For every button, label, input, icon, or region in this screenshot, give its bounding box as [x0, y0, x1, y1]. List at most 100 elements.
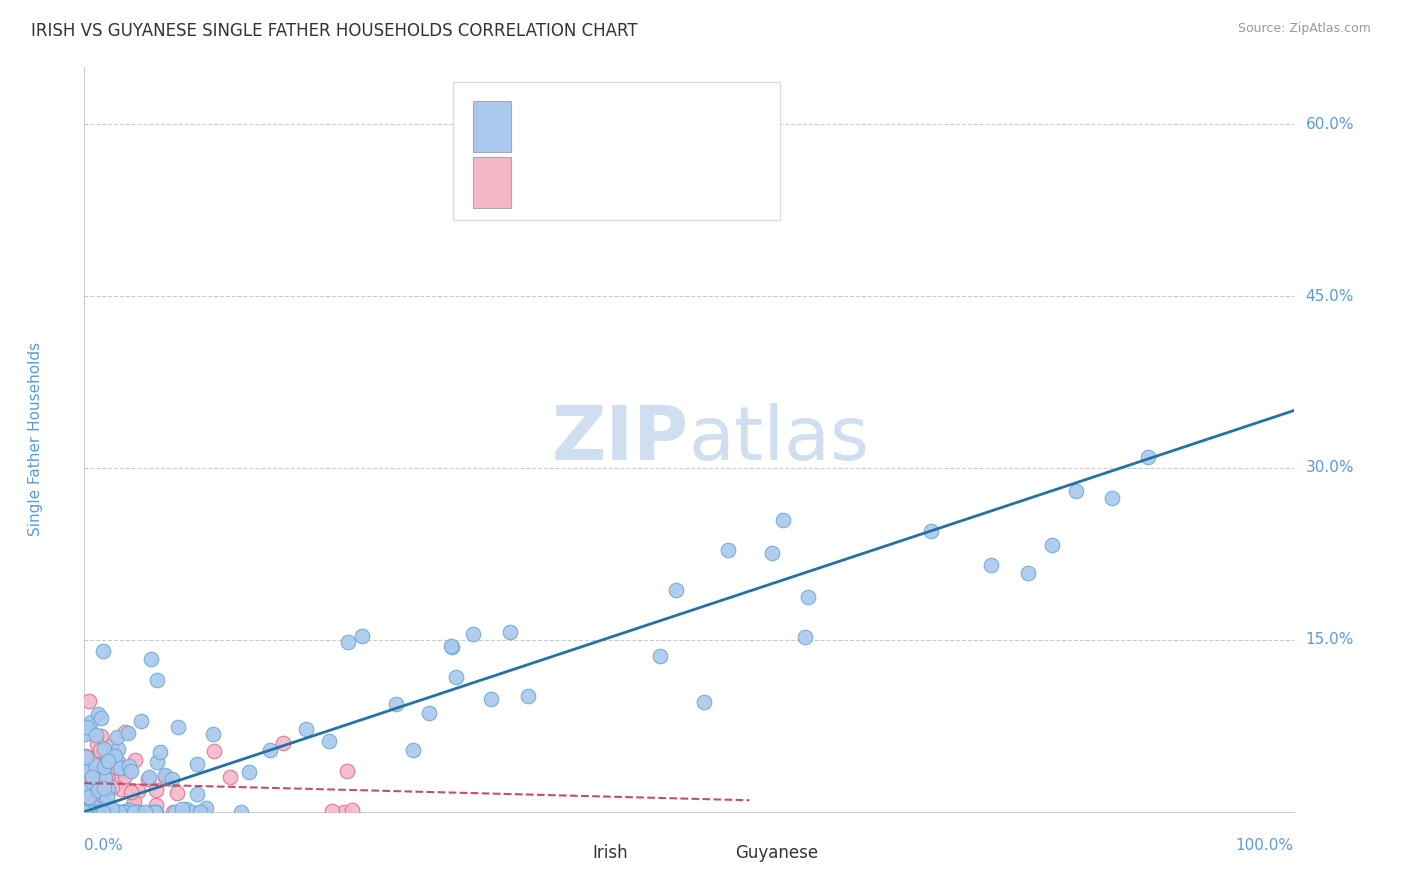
- Point: [93, 805, 115, 819]
- Point: [717, 543, 740, 558]
- Point: [111, 805, 134, 819]
- Point: [79, 805, 101, 819]
- Point: [101, 747, 124, 761]
- Point: [146, 755, 169, 769]
- Point: [86, 779, 108, 793]
- Point: [96, 797, 118, 812]
- Point: [75, 805, 97, 819]
- Point: [83, 799, 105, 814]
- Point: [1040, 538, 1063, 552]
- Point: [87, 805, 110, 819]
- Point: [90, 805, 112, 819]
- Point: [131, 714, 153, 728]
- Point: [93, 805, 115, 819]
- Point: [94, 805, 117, 819]
- Point: [89, 805, 111, 819]
- Point: [76, 720, 98, 734]
- Text: 0.0%: 0.0%: [84, 838, 124, 853]
- Point: [84, 727, 107, 741]
- Text: Guyanese: Guyanese: [735, 844, 818, 862]
- Point: [120, 805, 142, 819]
- Point: [167, 720, 190, 734]
- Point: [75, 805, 97, 819]
- Point: [77, 789, 100, 804]
- Point: [87, 758, 110, 772]
- Point: [76, 793, 98, 807]
- Point: [94, 771, 117, 785]
- Point: [149, 745, 172, 759]
- Point: [146, 673, 169, 688]
- Point: [114, 725, 136, 739]
- Point: [87, 805, 110, 819]
- Text: -0.190: -0.190: [572, 173, 631, 192]
- Point: [84, 801, 107, 815]
- Text: ZIP: ZIP: [551, 403, 689, 475]
- Point: [107, 805, 129, 819]
- Point: [75, 727, 97, 741]
- Point: [75, 805, 97, 819]
- Point: [86, 707, 108, 722]
- Point: [155, 770, 177, 784]
- FancyBboxPatch shape: [693, 838, 724, 869]
- Point: [114, 805, 136, 819]
- Point: [76, 764, 98, 778]
- Point: [75, 755, 97, 769]
- Text: 60.0%: 60.0%: [1306, 117, 1354, 132]
- Point: [75, 805, 97, 819]
- Point: [77, 694, 100, 708]
- Text: 77: 77: [686, 173, 710, 192]
- Point: [337, 635, 360, 649]
- Point: [93, 796, 115, 810]
- Point: [75, 803, 97, 817]
- Point: [114, 769, 136, 783]
- Point: [127, 784, 149, 798]
- FancyBboxPatch shape: [555, 838, 588, 869]
- Point: [202, 727, 225, 741]
- Text: N =: N =: [638, 173, 675, 192]
- Point: [124, 753, 146, 767]
- Point: [121, 798, 143, 813]
- Point: [342, 803, 364, 817]
- Point: [141, 805, 163, 819]
- Point: [80, 774, 103, 789]
- Point: [107, 755, 129, 769]
- Point: [1064, 483, 1087, 498]
- Text: atlas: atlas: [689, 403, 870, 475]
- Point: [440, 639, 463, 653]
- Text: R =: R =: [520, 118, 557, 136]
- Point: [143, 805, 166, 819]
- Point: [75, 762, 97, 776]
- Point: [80, 780, 103, 795]
- Point: [120, 785, 142, 799]
- Point: [90, 805, 112, 819]
- Point: [105, 805, 128, 819]
- Point: [86, 779, 108, 793]
- Text: 100.0%: 100.0%: [1236, 838, 1294, 853]
- Point: [122, 805, 145, 819]
- Text: 45.0%: 45.0%: [1306, 289, 1354, 303]
- Point: [75, 805, 97, 819]
- Point: [461, 627, 484, 641]
- Point: [441, 640, 464, 655]
- Point: [120, 764, 142, 778]
- Point: [97, 750, 120, 764]
- Point: [82, 759, 104, 773]
- Point: [516, 689, 538, 703]
- Point: [110, 761, 132, 775]
- Point: [101, 803, 124, 817]
- Point: [318, 734, 340, 748]
- Point: [79, 805, 101, 819]
- Point: [761, 546, 783, 560]
- Text: Source: ZipAtlas.com: Source: ZipAtlas.com: [1237, 22, 1371, 36]
- Point: [91, 643, 114, 657]
- Point: [83, 805, 105, 819]
- Point: [73, 777, 96, 791]
- Point: [271, 736, 294, 750]
- Point: [97, 781, 120, 796]
- Point: [350, 629, 373, 643]
- Point: [145, 798, 167, 813]
- FancyBboxPatch shape: [472, 101, 512, 153]
- Point: [96, 790, 118, 805]
- Point: [105, 730, 128, 744]
- Point: [1101, 491, 1123, 505]
